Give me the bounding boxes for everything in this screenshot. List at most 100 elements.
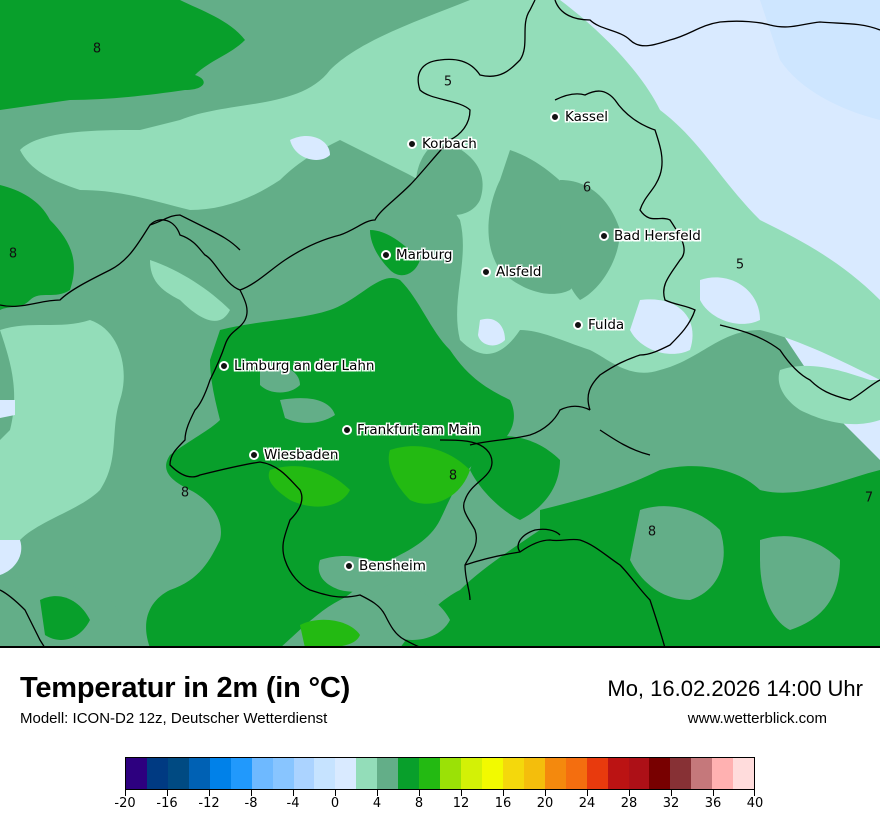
colorbar-swatch — [398, 758, 420, 789]
colorbar-tick — [629, 790, 630, 796]
city-wiesbaden[interactable]: Wiesbaden — [249, 447, 338, 463]
colorbar-tick-label: 28 — [620, 796, 638, 811]
colorbar-swatch — [146, 758, 168, 789]
colorbar-tick — [461, 790, 462, 796]
contour-label: 8 — [8, 246, 18, 262]
city-label: Marburg — [396, 247, 453, 263]
colorbar-swatch — [335, 758, 357, 789]
city-marker-icon — [219, 361, 229, 371]
colorbar-swatch — [544, 758, 566, 789]
contour-label: 5 — [443, 74, 453, 90]
city-frankfurt-am-main[interactable]: Frankfurt am Main — [342, 422, 480, 438]
colorbar-swatch — [628, 758, 650, 789]
city-label: Limburg an der Lahn — [234, 358, 375, 374]
city-bad-hersfeld[interactable]: Bad Hersfeld — [599, 228, 701, 244]
colorbar-swatch — [586, 758, 608, 789]
city-label: Wiesbaden — [264, 447, 339, 463]
contour-label: 6 — [582, 180, 592, 196]
colorbar-swatch — [167, 758, 189, 789]
contour-label: 5 — [735, 257, 745, 273]
colorbar-tick — [209, 790, 210, 796]
city-marburg[interactable]: Marburg — [381, 247, 452, 263]
city-fulda[interactable]: Fulda — [573, 317, 624, 333]
colorbar-tick — [293, 790, 294, 796]
model-subtitle: Modell: ICON-D2 12z, Deutscher Wetterdie… — [20, 710, 328, 727]
colorbar-tick — [587, 790, 588, 796]
city-label: Korbach — [422, 136, 477, 152]
colorbar-swatch — [209, 758, 231, 789]
city-korbach[interactable]: Korbach — [407, 136, 477, 152]
city-marker-icon — [249, 450, 259, 460]
city-marker-icon — [344, 561, 354, 571]
colorbar-tick — [377, 790, 378, 796]
city-marker-icon — [342, 425, 352, 435]
city-limburg-an-der-lahn[interactable]: Limburg an der Lahn — [219, 358, 374, 374]
colorbar-tick — [713, 790, 714, 796]
city-label: Fulda — [588, 317, 625, 333]
city-marker-icon — [599, 231, 609, 241]
city-bensheim[interactable]: Bensheim — [344, 558, 426, 574]
colorbar-tick — [419, 790, 420, 796]
colorbar-swatch — [481, 758, 503, 789]
colorbar-tick-label: -12 — [198, 796, 220, 811]
city-label: Bad Hersfeld — [614, 228, 701, 244]
city-marker-icon — [573, 320, 583, 330]
website-link[interactable]: www.wetterblick.com — [687, 710, 827, 727]
city-label: Alsfeld — [496, 264, 542, 280]
colorbar-swatch — [188, 758, 210, 789]
colorbar-tick-label: -8 — [244, 796, 258, 811]
colorbar-swatch — [251, 758, 273, 789]
colorbar-swatch — [314, 758, 336, 789]
colorbar-tick-label: 36 — [704, 796, 722, 811]
colorbar-tick-label: 24 — [578, 796, 596, 811]
colorbar-swatch — [377, 758, 399, 789]
temperature-map[interactable]: 8 5 6 8 5 8 8 7 8 Kassel Korbach Bad Her… — [0, 0, 880, 648]
contour-label: 7 — [864, 490, 874, 506]
colorbar-tick-label: 16 — [494, 796, 512, 811]
colorbar-tick-label: -16 — [156, 796, 178, 811]
colorbar-tick — [251, 790, 252, 796]
colorbar-tick-label: 12 — [452, 796, 470, 811]
colorbar-swatch — [691, 758, 713, 789]
city-marker-icon — [481, 267, 491, 277]
colorbar-tick — [754, 790, 755, 796]
colorbar-swatch — [733, 758, 755, 789]
colorbar-swatch — [565, 758, 587, 789]
colorbar-tick-label: 20 — [536, 796, 554, 811]
colorbar-tick-label: -20 — [114, 796, 136, 811]
contour-label: 8 — [448, 468, 458, 484]
colorbar-tick — [125, 790, 126, 796]
colorbar-tick — [671, 790, 672, 796]
colorbar-swatch — [440, 758, 461, 789]
colorbar-swatch — [523, 758, 545, 789]
colorbar-swatch — [607, 758, 629, 789]
colorbar-swatch — [230, 758, 252, 789]
city-alsfeld[interactable]: Alsfeld — [481, 264, 541, 280]
colorbar-tick — [545, 790, 546, 796]
city-label: Bensheim — [359, 558, 426, 574]
colorbar-swatch — [502, 758, 524, 789]
temperature-field — [0, 0, 880, 646]
colorbar-tick — [503, 790, 504, 796]
map-title: Temperatur in 2m (in °C) — [20, 672, 351, 704]
temperature-colorbar — [125, 757, 755, 790]
colorbar-swatch — [356, 758, 378, 789]
colorbar-tick-label: 0 — [330, 796, 340, 811]
colorbar-swatch — [293, 758, 315, 789]
colorbar-tick — [335, 790, 336, 796]
city-marker-icon — [407, 139, 417, 149]
colorbar-ticks: -20 -16 -12 -8 -4 0 4 8 12 16 20 24 28 32 36 40 — [114, 790, 763, 820]
colorbar-tick-label: 40 — [746, 796, 764, 811]
colorbar-tick-label: -4 — [286, 796, 300, 811]
colorbar-swatch — [272, 758, 294, 789]
colorbar-swatch — [670, 758, 692, 789]
colorbar-tick-label: 32 — [662, 796, 680, 811]
city-label: Kassel — [565, 109, 609, 125]
contour-label: 8 — [647, 524, 657, 540]
colorbar-swatch — [461, 758, 482, 789]
colorbar-swatch — [419, 758, 441, 789]
forecast-datetime: Mo, 16.02.2026 14:00 Uhr — [607, 676, 863, 701]
city-marker-icon — [550, 112, 560, 122]
contour-label: 8 — [92, 41, 102, 57]
city-kassel[interactable]: Kassel — [550, 109, 608, 125]
